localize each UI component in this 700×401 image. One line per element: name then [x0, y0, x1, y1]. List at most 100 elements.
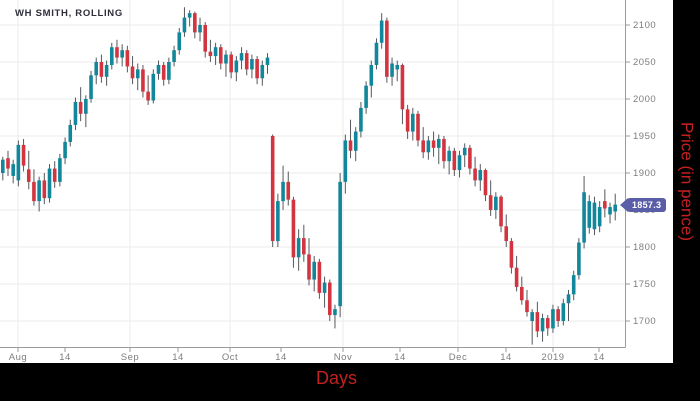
candle: [291, 196, 296, 268]
candle: [6, 150, 10, 176]
candle: [374, 38, 379, 70]
candle: [400, 63, 405, 125]
candle: [426, 136, 431, 160]
candle: [369, 60, 374, 98]
svg-text:Aug: Aug: [9, 352, 27, 363]
candle: [281, 165, 285, 210]
candle: [421, 127, 425, 159]
candle: [483, 168, 488, 202]
candle: [296, 229, 301, 271]
candle: [385, 17, 389, 83]
chart-title: WH SMITH, ROLLING: [15, 8, 123, 19]
candle: [582, 175, 586, 249]
candle: [478, 164, 483, 191]
candle: [566, 289, 571, 321]
candle: [452, 147, 457, 176]
candle: [16, 140, 21, 187]
candle: [52, 161, 57, 188]
candle: [488, 180, 493, 216]
candle: [561, 298, 566, 326]
last-price-value: 1857.3: [627, 197, 667, 212]
candle: [571, 270, 576, 301]
candle: [208, 39, 213, 62]
candle: [603, 189, 607, 218]
candle: [255, 56, 259, 85]
svg-text:Sep: Sep: [121, 352, 139, 363]
candle: [0, 156, 5, 181]
candle: [177, 27, 182, 55]
candle: [26, 150, 31, 190]
candle: [545, 315, 550, 336]
candle: [416, 110, 420, 147]
candle: [364, 81, 368, 114]
candle: [473, 156, 477, 187]
candle: [203, 22, 208, 58]
svg-text:Oct: Oct: [222, 352, 238, 363]
svg-text:1950: 1950: [633, 131, 656, 142]
candle: [322, 276, 327, 308]
x-axis-title: Days: [315, 368, 357, 388]
plot-border: [0, 0, 626, 348]
svg-text:14: 14: [500, 352, 512, 363]
candle: [499, 195, 503, 233]
svg-text:14: 14: [394, 352, 406, 363]
candlestick-plot-area[interactable]: 210020502000195019001850180017501700Aug1…: [0, 0, 673, 363]
candle: [84, 95, 88, 128]
x-axis-labels: Aug 14 Sep 14 Oct 14 Nov 14 Dec 14 2019 14: [9, 348, 604, 363]
candle: [540, 313, 545, 342]
candle: [525, 289, 529, 317]
candle: [146, 75, 150, 105]
candle: [125, 45, 130, 73]
candle: [530, 309, 534, 345]
candle: [130, 56, 135, 85]
candle: [509, 238, 514, 274]
candle: [37, 176, 41, 212]
candle: [182, 7, 187, 37]
candle: [504, 214, 509, 247]
svg-text:1800: 1800: [633, 242, 656, 253]
candle: [21, 138, 26, 172]
candle: [161, 62, 166, 86]
candle: [577, 238, 581, 280]
candle: [265, 53, 270, 74]
candle: [229, 51, 233, 79]
candle: [436, 134, 441, 165]
svg-text:14: 14: [275, 352, 287, 363]
candle: [333, 304, 337, 329]
candle: [597, 201, 602, 233]
candle: [58, 153, 62, 187]
candle: [73, 97, 78, 131]
candle: [68, 119, 73, 147]
candle: [234, 56, 239, 82]
y-axis-title: Price (in pence): [677, 121, 697, 242]
candle: [244, 50, 249, 76]
candle: [224, 50, 228, 77]
candle: [353, 127, 358, 162]
candle: [556, 306, 560, 327]
candle: [613, 193, 618, 221]
candle: [260, 60, 265, 86]
candle: [494, 192, 498, 219]
candle: [348, 119, 353, 159]
svg-text:1700: 1700: [633, 316, 656, 327]
candle: [286, 171, 291, 206]
candle: [338, 173, 342, 318]
candle: [11, 159, 15, 184]
candle: [327, 279, 332, 321]
candle: [193, 11, 197, 39]
svg-text:2050: 2050: [633, 57, 656, 68]
candle: [302, 224, 306, 262]
candle: [468, 144, 472, 175]
svg-text:2100: 2100: [633, 20, 656, 31]
candle: [218, 44, 223, 70]
candle: [187, 10, 192, 27]
last-price-badge: 1857.3: [620, 197, 667, 212]
candle: [63, 137, 67, 165]
svg-text:Nov: Nov: [334, 352, 352, 363]
candle: [198, 17, 202, 42]
badge-arrow-icon: [620, 197, 628, 212]
candle: [312, 255, 316, 292]
candle: [239, 47, 244, 70]
svg-text:Dec: Dec: [449, 352, 467, 363]
candle: [94, 57, 99, 85]
